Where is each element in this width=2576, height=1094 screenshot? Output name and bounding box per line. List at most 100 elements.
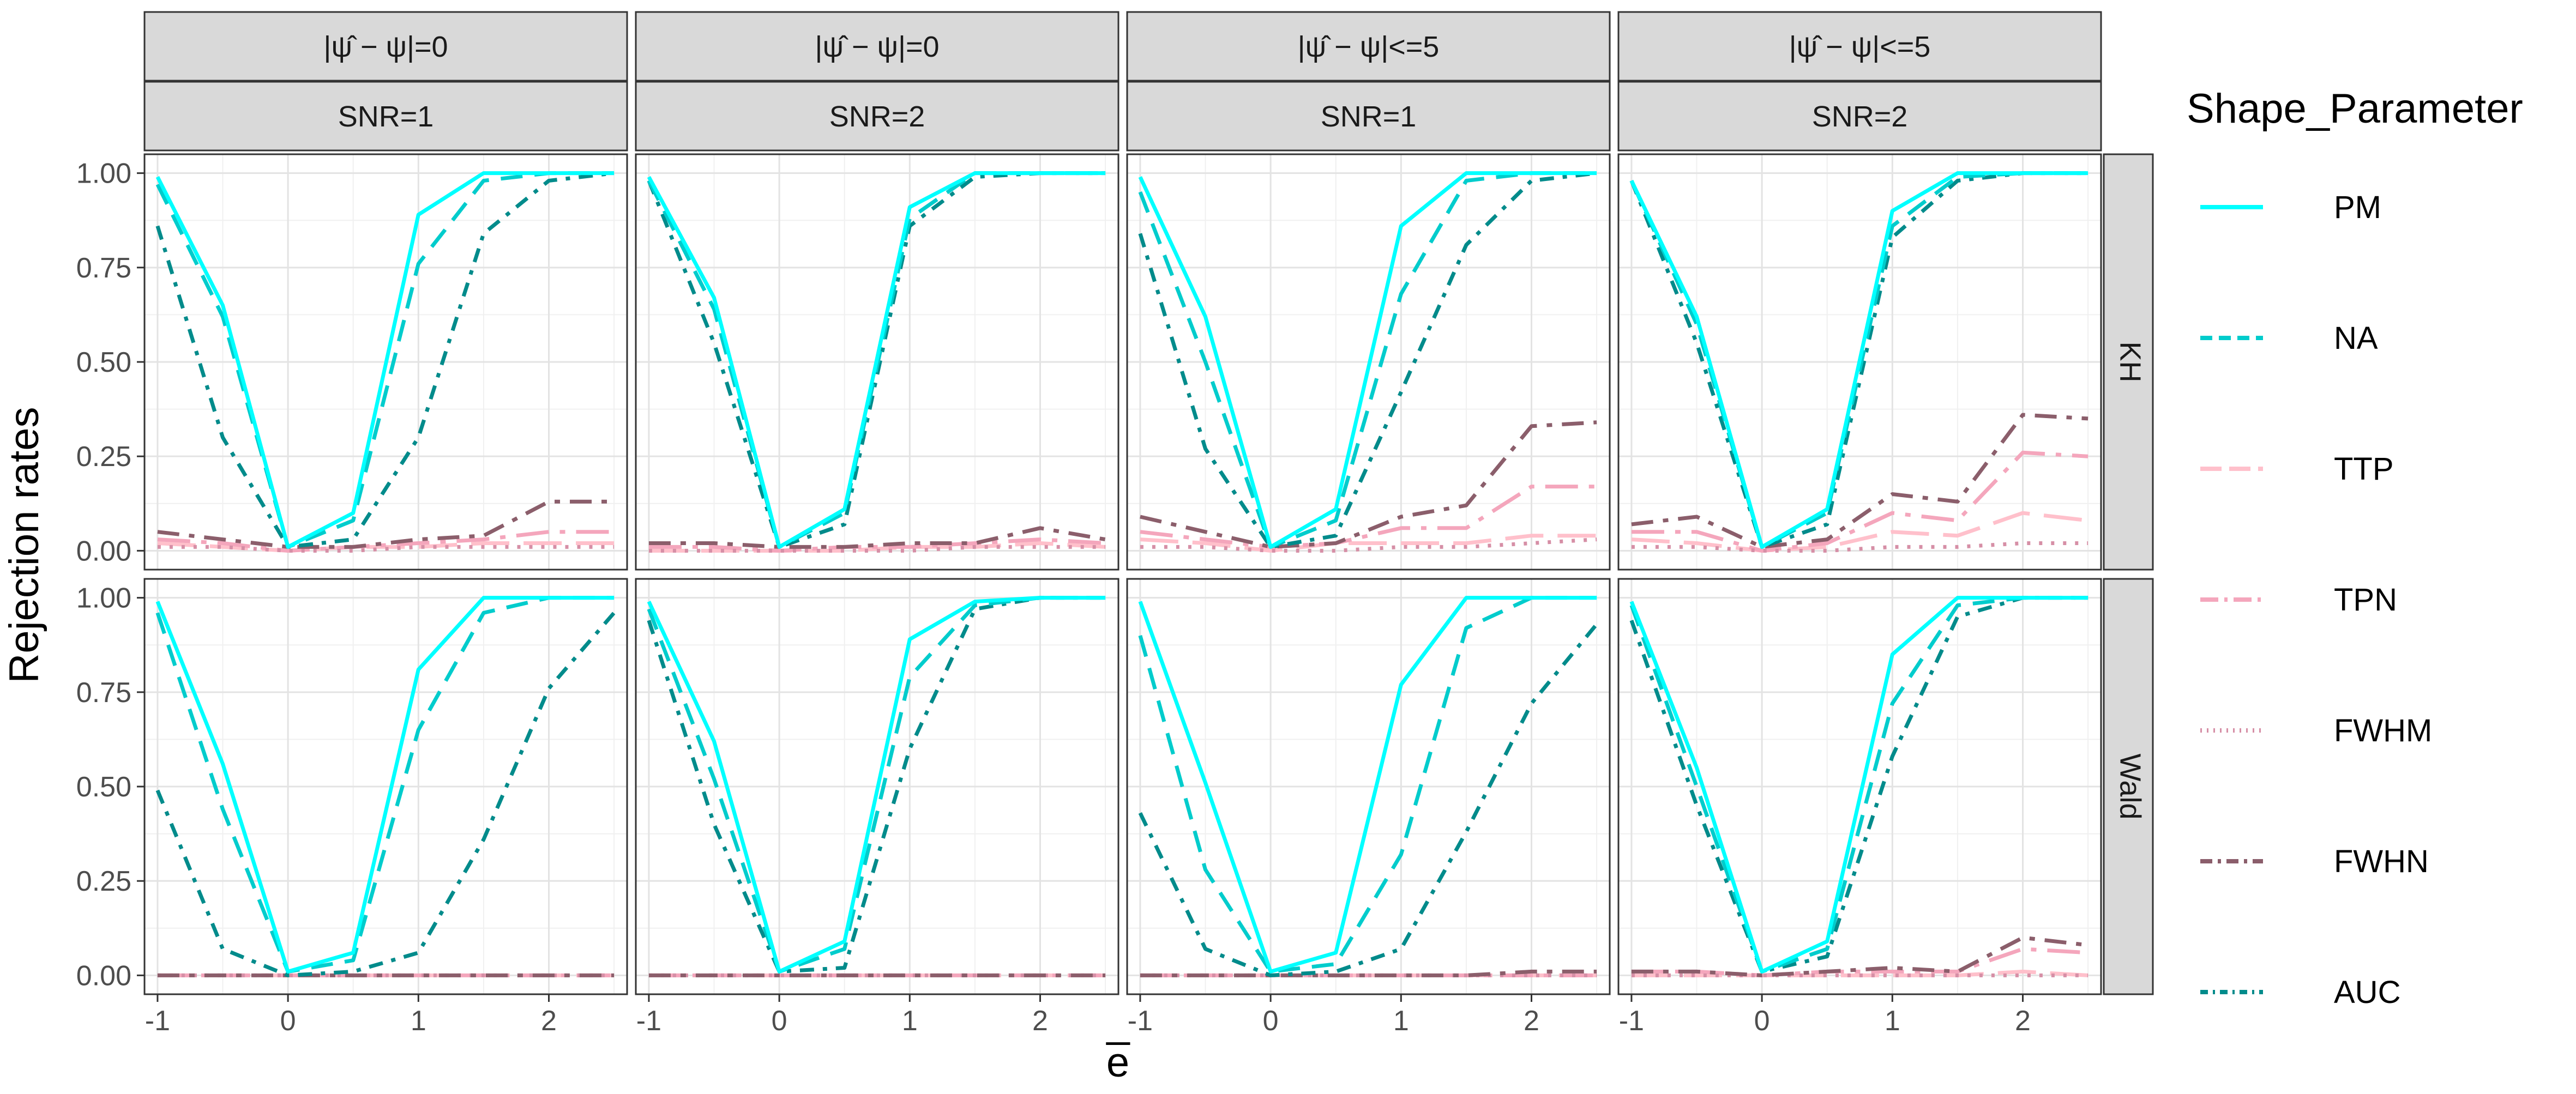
series-line-fwhm [1631, 541, 2089, 553]
facet-strip-top [1617, 11, 2102, 82]
y-axis-title: Rejection rates [1, 407, 47, 684]
x-tick-label: 1 [411, 1005, 426, 1037]
series-line-pm [1138, 171, 1597, 549]
series-line-pm [647, 596, 1106, 974]
y-tick-label: 0.25 [76, 866, 131, 897]
facet-panel [1617, 153, 2102, 571]
x-tick-label: 1 [1885, 1005, 1900, 1037]
y-tick-label: 1.00 [76, 158, 131, 190]
facet-strip-label: SNR=1 [338, 100, 434, 133]
x-tick-label: 2 [541, 1005, 557, 1037]
x-tick-label: 1 [1393, 1005, 1409, 1037]
facet-strip-bottom [143, 81, 628, 152]
series-line-ttp [1140, 534, 1597, 553]
y-tick-label: 0.50 [76, 771, 131, 803]
series-line-tpn [1631, 947, 2089, 977]
series-lines [155, 171, 615, 553]
facet-strip-top [635, 11, 1120, 82]
facet-strip-label: SNR=1 [1321, 100, 1417, 133]
legend: Shape_Parameter PM NA TTP TPN FWHM FWHN AUC [2187, 86, 2523, 1010]
series-line-fwhn [648, 526, 1106, 549]
facet-panel [143, 153, 628, 571]
facet-panel [1617, 578, 2102, 995]
y-tick-label: 0.25 [76, 441, 131, 473]
y-tick-label: 1.00 [76, 583, 131, 614]
series-lines [1629, 596, 2089, 977]
series-line-tpn [1140, 485, 1597, 549]
legend-label: TTP [2334, 451, 2394, 487]
facet-strips: |ψ̂ − ψ|=0 SNR=1 |ψ̂ − ψ|=0 SNR=2 |ψ̂ − ψ|<=… [143, 11, 2154, 995]
series-line-pm [155, 596, 615, 974]
series-line-ttp [1631, 511, 2089, 553]
facet-row-strip [2103, 153, 2154, 571]
facet-strip-label: |ψ̂ − ψ|=0 [323, 31, 448, 63]
series-line-fwhm [157, 545, 615, 553]
facet-row-strip [2103, 578, 2154, 995]
y-tick-label: 0.50 [76, 347, 131, 378]
facet-panel [635, 578, 1120, 995]
facet-panel [143, 578, 628, 995]
y-tick-label: 0.00 [76, 960, 131, 992]
x-tick-label: 0 [1754, 1005, 1770, 1037]
legend-label: PM [2334, 190, 2381, 225]
facet-strip-bottom [1617, 81, 2102, 152]
x-tick-label: 1 [902, 1005, 918, 1037]
facet-strip-top [1126, 11, 1611, 82]
x-tick-label: 2 [1032, 1005, 1048, 1037]
series-lines [1138, 171, 1597, 553]
x-tick-label: 0 [280, 1005, 296, 1037]
x-tick-label: 2 [2015, 1005, 2031, 1037]
series-lines [1629, 171, 2089, 553]
facet-panel [1126, 153, 1611, 571]
x-tick-label: -1 [1619, 1005, 1644, 1037]
series-lines [1138, 596, 1598, 977]
facet-strip-label: SNR=2 [1812, 100, 1908, 133]
panel-border [635, 153, 1120, 571]
series-line-auc [155, 612, 616, 977]
legend-label: TPN [2334, 582, 2397, 618]
series-line-fwhn [157, 499, 615, 549]
panel-border [1126, 578, 1611, 995]
facet-panels [143, 153, 2102, 995]
facet-row-label: KH [2114, 341, 2147, 382]
facet-strip-top [143, 11, 628, 82]
series-line-na [1138, 596, 1597, 974]
series-line-na [1138, 171, 1597, 549]
x-tick-label: 0 [772, 1005, 787, 1037]
facet-panel [1126, 578, 1611, 995]
series-line-auc [155, 171, 615, 549]
series-line-tpn [157, 530, 615, 553]
series-line-pm [1629, 171, 2089, 549]
x-tick-label: -1 [145, 1005, 170, 1037]
facet-strip-bottom [635, 81, 1120, 152]
series-line-auc [1138, 171, 1597, 549]
panel-border [1126, 153, 1611, 571]
legend-label: FWHM [2334, 713, 2432, 748]
legend-title: Shape_Parameter [2187, 86, 2523, 132]
series-line-pm [155, 171, 615, 549]
series-lines [647, 171, 1106, 553]
series-line-auc [1629, 596, 2089, 974]
panel-border [1617, 153, 2102, 571]
x-tick-label: 0 [1263, 1005, 1279, 1037]
facet-strip-label: |ψ̂ − ψ|=0 [815, 31, 939, 63]
series-lines [647, 596, 1106, 977]
facet-strip-label: SNR=2 [829, 100, 925, 133]
x-tick-label: -1 [636, 1005, 661, 1037]
series-line-pm [1138, 596, 1597, 974]
series-line-fwhm [1140, 537, 1597, 553]
facet-strip-label: |ψ̂ − ψ|<=5 [1789, 31, 1931, 63]
legend-label: NA [2334, 321, 2378, 356]
y-tick-label: 0.75 [76, 677, 131, 709]
legend-label: FWHN [2334, 844, 2429, 879]
panel-border [635, 578, 1120, 995]
facet-row-label: Wald [2114, 753, 2147, 819]
series-line-pm [647, 171, 1106, 549]
series-line-fwhm [648, 545, 1106, 553]
y-tick-label: 0.75 [76, 252, 131, 284]
facet-panel [635, 153, 1120, 571]
series-line-fwhn [1140, 969, 1597, 977]
series-lines [155, 596, 616, 977]
series-line-auc [647, 596, 1106, 974]
series-line-fwhn [1631, 935, 2089, 977]
